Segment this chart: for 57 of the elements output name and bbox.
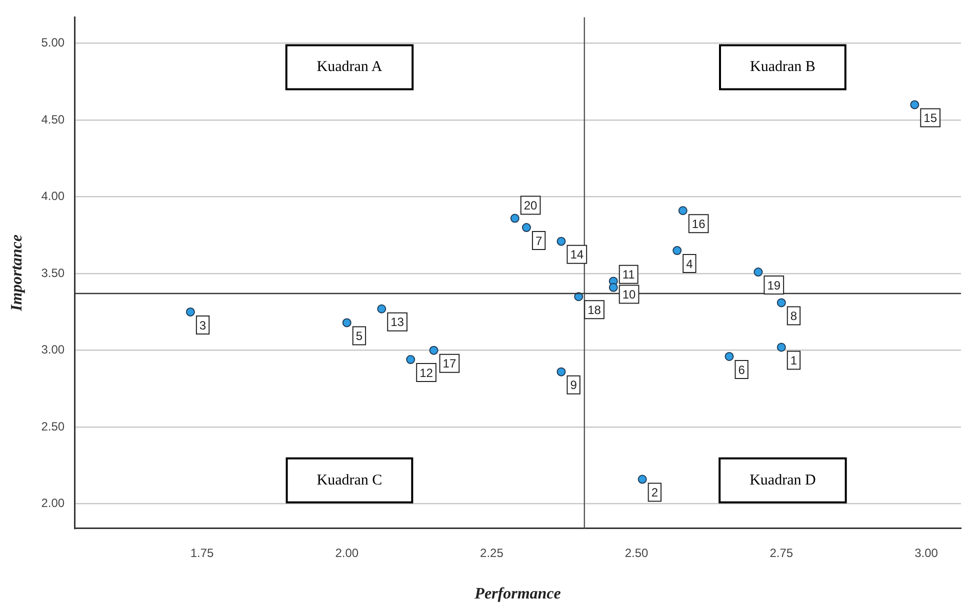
- annotation: 17: [442, 356, 456, 371]
- annotation: Kuadran C: [316, 472, 382, 488]
- point: [672, 246, 682, 256]
- point: [186, 307, 195, 316]
- annotation: Kuadran A: [316, 59, 382, 76]
- point: [510, 214, 520, 223]
- point: [556, 367, 566, 376]
- annotation: 8: [790, 309, 798, 324]
- point: [556, 236, 566, 246]
- annotation: 1: [790, 354, 798, 368]
- annotation: Kuadran B: [750, 59, 816, 76]
- y-tick-label: 4.00: [41, 189, 65, 204]
- y-tick-label: 3.50: [41, 266, 65, 280]
- annotation: 7: [535, 234, 542, 248]
- point: [522, 223, 531, 232]
- point: [754, 268, 763, 277]
- annotation: 15: [924, 111, 938, 126]
- point: [910, 100, 920, 110]
- annotation: 5: [356, 329, 363, 344]
- y-tick-label: 4.50: [41, 112, 65, 126]
- annotation: 3: [199, 318, 206, 332]
- point: [776, 298, 786, 308]
- point: [776, 342, 786, 352]
- point: [429, 346, 438, 355]
- annotation: 16: [692, 216, 706, 231]
- point: [638, 474, 647, 484]
- point: [377, 304, 386, 314]
- x-tick-label: 1.75: [190, 546, 214, 560]
- point: [724, 352, 734, 361]
- y-tick-label: 2.50: [41, 419, 65, 434]
- annotation: 10: [622, 288, 636, 302]
- y-tick-label: 5.00: [41, 36, 65, 50]
- x-tick-label: 2.25: [480, 546, 504, 560]
- x-tick-label: 2.00: [335, 546, 359, 560]
- y-tick-label: 3.00: [41, 342, 65, 357]
- annotation: 12: [420, 366, 434, 380]
- y-axis-title: Importance: [8, 234, 26, 312]
- annotation: 9: [570, 378, 578, 392]
- annotation: 2: [651, 486, 658, 500]
- annotation: Kuadran D: [750, 472, 816, 488]
- y-tick-label: 2.00: [41, 496, 65, 510]
- point: [342, 318, 352, 328]
- annotation: 14: [570, 248, 584, 262]
- x-tick-label: 2.50: [624, 546, 649, 560]
- annotation: 18: [588, 302, 602, 317]
- annotation: 19: [767, 278, 781, 292]
- annotation: 6: [738, 362, 746, 377]
- x-tick-label: 2.75: [770, 546, 794, 560]
- annotation: 20: [524, 198, 538, 213]
- point: [608, 282, 618, 292]
- annotation: 4: [686, 256, 694, 271]
- point: [678, 206, 688, 216]
- x-tick-label: 3.00: [914, 546, 938, 560]
- point: [406, 355, 416, 364]
- annotation: 11: [622, 268, 636, 282]
- annotation: 13: [390, 315, 404, 330]
- x-axis-title: Performance: [474, 586, 561, 603]
